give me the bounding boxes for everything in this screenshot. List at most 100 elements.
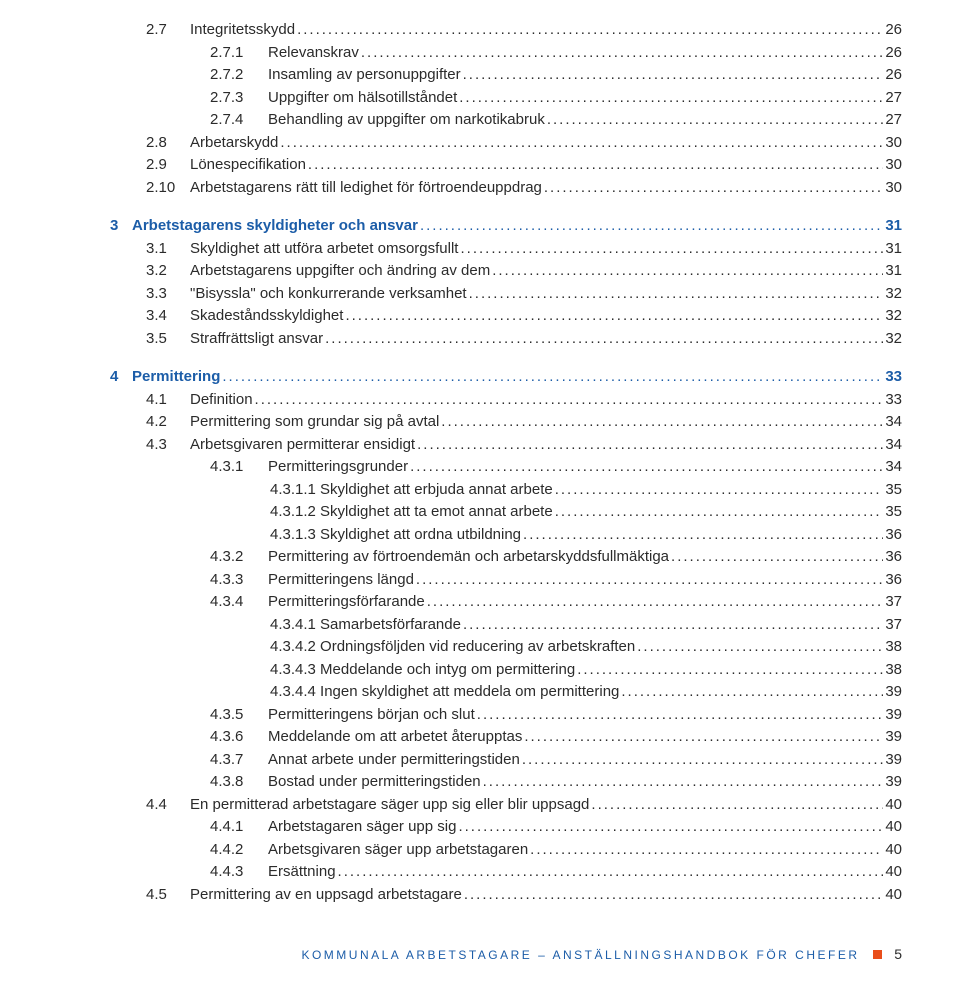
toc-number: 4.3.7	[210, 750, 268, 770]
toc-label: Permittering som grundar sig på avtal	[190, 412, 439, 432]
toc-number: 4	[110, 367, 132, 387]
toc-label: Behandling av uppgifter om narkotikabruk	[268, 110, 545, 130]
toc-label: Arbetstagaren säger upp sig	[268, 817, 456, 837]
toc-page: 31	[885, 239, 902, 259]
toc-number: 4.3.4.3	[270, 660, 320, 680]
toc-leader: ........................................…	[460, 239, 883, 259]
toc-leader: ........................................…	[530, 840, 883, 860]
toc-line[interactable]: 4.3.8Bostad under permitteringstiden....…	[110, 772, 902, 792]
toc-line[interactable]: 4.3.4.4 Ingen skyldighet att meddela om …	[110, 682, 902, 702]
footer-text: KOMMUNALA ARBETSTAGARE – ANSTÄLLNINGSHAN…	[301, 948, 859, 962]
toc-line[interactable]: 3.5Straffrättsligt ansvar...............…	[110, 329, 902, 349]
toc-line[interactable]: 4.3.4.2 Ordningsföljden vid reducering a…	[110, 637, 902, 657]
toc-line[interactable]: 4.3.5Permitteringens början och slut....…	[110, 705, 902, 725]
toc-page: 32	[885, 306, 902, 326]
toc-label: Skadeståndsskyldighet	[190, 306, 343, 326]
toc-line[interactable]: 4.3.1.1 Skyldighet att erbjuda annat arb…	[110, 480, 902, 500]
toc-leader: ........................................…	[544, 178, 883, 198]
toc-page: 35	[885, 480, 902, 500]
toc-label: Meddelande om att arbetet återupptas	[268, 727, 522, 747]
toc-line[interactable]: 4.1Definition...........................…	[110, 390, 902, 410]
toc-line[interactable]: 4.3.6Meddelande om att arbetet återuppta…	[110, 727, 902, 747]
footer-page-number: 5	[894, 946, 902, 962]
toc-line[interactable]: 2.7.1Relevanskrav.......................…	[110, 43, 902, 63]
toc-page: 40	[885, 862, 902, 882]
toc-leader: ........................................…	[417, 435, 883, 455]
toc-label: Skyldighet att ordna utbildning	[320, 525, 521, 545]
toc-leader: ........................................…	[325, 329, 883, 349]
toc-line[interactable]: 4.3.1.2 Skyldighet att ta emot annat arb…	[110, 502, 902, 522]
toc-leader: ........................................…	[469, 284, 884, 304]
page-footer: KOMMUNALA ARBETSTAGARE – ANSTÄLLNINGSHAN…	[0, 946, 902, 962]
toc-number: 4.3.1.3	[270, 525, 320, 545]
toc-number: 3.3	[146, 284, 190, 304]
toc-line[interactable]: 3.2Arbetstagarens uppgifter och ändring …	[110, 261, 902, 281]
toc-line[interactable]: 4.3.4Permitteringsförfarande............…	[110, 592, 902, 612]
toc-leader: ........................................…	[671, 547, 883, 567]
toc-number: 2.7.4	[210, 110, 268, 130]
toc-label: Relevanskrav	[268, 43, 359, 63]
toc-page: 39	[885, 772, 902, 792]
toc-number: 2.9	[146, 155, 190, 175]
toc-line[interactable]: 2.7Integritetsskydd.....................…	[110, 20, 902, 40]
toc-line[interactable]: 3.4Skadeståndsskyldighet................…	[110, 306, 902, 326]
toc-leader: ........................................…	[308, 155, 883, 175]
toc-line[interactable]: 4.3.7Annat arbete under permitteringstid…	[110, 750, 902, 770]
toc-label: Permittering av förtroendemän och arbeta…	[268, 547, 669, 567]
toc-number: 4.3.4.1	[270, 615, 320, 635]
toc-page: 40	[885, 840, 902, 860]
toc-page: 27	[885, 110, 902, 130]
toc-label: Permittering	[132, 367, 220, 387]
toc-line[interactable]: 4.3.4.1 Samarbetsförfarande.............…	[110, 615, 902, 635]
toc-line[interactable]: 4.5Permittering av en uppsagd arbetstaga…	[110, 885, 902, 905]
toc-page: 38	[885, 637, 902, 657]
toc-number: 4.3.6	[210, 727, 268, 747]
toc-leader: ........................................…	[338, 862, 884, 882]
toc-line[interactable]: 4.3.4.3 Meddelande och intyg om permitte…	[110, 660, 902, 680]
toc-line[interactable]: 4Permittering...........................…	[110, 367, 902, 387]
toc-page: 31	[885, 216, 902, 236]
toc-line[interactable]: 4.2Permittering som grundar sig på avtal…	[110, 412, 902, 432]
toc-leader: ........................................…	[222, 367, 883, 387]
toc-line[interactable]: 3Arbetstagarens skyldigheter och ansvar.…	[110, 216, 902, 236]
toc-line[interactable]: 2.10Arbetstagarens rätt till ledighet fö…	[110, 178, 902, 198]
toc-gap	[110, 200, 902, 216]
toc-line[interactable]: 2.8Arbetarskydd.........................…	[110, 133, 902, 153]
toc-page: 31	[885, 261, 902, 281]
toc-line[interactable]: 4.3.2Permittering av förtroendemän och a…	[110, 547, 902, 567]
toc-page: 36	[885, 525, 902, 545]
toc-line[interactable]: 4.4.3Ersättning.........................…	[110, 862, 902, 882]
toc-line[interactable]: 2.7.2Insamling av personuppgifter.......…	[110, 65, 902, 85]
toc-line[interactable]: 4.4En permitterad arbetstagare säger upp…	[110, 795, 902, 815]
toc-line[interactable]: 4.4.2Arbetsgivaren säger upp arbetstagar…	[110, 840, 902, 860]
toc-label: Uppgifter om hälsotillståndet	[268, 88, 457, 108]
toc-line[interactable]: 4.3Arbetsgivaren permitterar ensidigt...…	[110, 435, 902, 455]
toc-leader: ........................................…	[361, 43, 883, 63]
toc-line[interactable]: 2.7.3Uppgifter om hälsotillståndet......…	[110, 88, 902, 108]
toc-page: 39	[885, 750, 902, 770]
toc-line[interactable]: 4.3.3Permitteringens längd..............…	[110, 570, 902, 590]
toc-label: Arbetstagarens rätt till ledighet för fö…	[190, 178, 542, 198]
toc-number: 4.3.4.2	[270, 637, 320, 657]
toc-label: Insamling av personuppgifter	[268, 65, 461, 85]
toc-label: Permitteringsgrunder	[268, 457, 408, 477]
toc-leader: ........................................…	[483, 772, 884, 792]
toc-number: 4.3.8	[210, 772, 268, 792]
toc-line[interactable]: 4.3.1Permitteringsgrunder...............…	[110, 457, 902, 477]
toc-page: 33	[885, 390, 902, 410]
toc-page: 37	[885, 615, 902, 635]
toc-line[interactable]: 4.3.1.3 Skyldighet att ordna utbildning.…	[110, 525, 902, 545]
toc-line[interactable]: 3.1Skyldighet att utföra arbetet omsorgs…	[110, 239, 902, 259]
toc-leader: ........................................…	[297, 20, 883, 40]
toc-label: Ordningsföljden vid reducering av arbets…	[320, 637, 635, 657]
toc-leader: ........................................…	[345, 306, 883, 326]
toc-label: "Bisyssla" och konkurrerande verksamhet	[190, 284, 467, 304]
toc-page: 40	[885, 795, 902, 815]
toc-line[interactable]: 2.9Lönespecifikation....................…	[110, 155, 902, 175]
toc-label: Skyldighet att erbjuda annat arbete	[320, 480, 553, 500]
toc-line[interactable]: 2.7.4Behandling av uppgifter om narkotik…	[110, 110, 902, 130]
toc-line[interactable]: 3.3"Bisyssla" och konkurrerande verksamh…	[110, 284, 902, 304]
toc-leader: ........................................…	[463, 615, 883, 635]
toc-line[interactable]: 4.4.1Arbetstagaren säger upp sig........…	[110, 817, 902, 837]
toc-number: 4.3	[146, 435, 190, 455]
